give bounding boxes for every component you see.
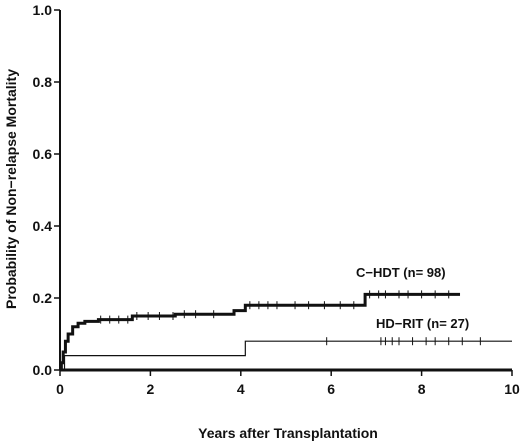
y-axis-ticks: 0.0 0.2 0.4 0.6 0.8 1.0 [33, 2, 60, 378]
x-tick-label: 6 [327, 381, 335, 397]
series-line-c-hdt [59, 292, 461, 372]
x-tick-label: 0 [56, 381, 64, 397]
series-label-c-hdt: C−HDT (n= 98) [356, 265, 446, 280]
x-tick-label: 4 [237, 381, 245, 397]
y-tick-label: 0.2 [33, 290, 53, 306]
x-tick-label: 8 [418, 381, 426, 397]
y-tick-label: 0.8 [33, 74, 53, 90]
x-axis-title: Years after Transplantation [198, 425, 378, 441]
y-axis-title: Probability of Non−relapse Mortality [3, 69, 19, 309]
series-line-hd-rit [60, 340, 512, 371]
y-tick-label: 0.0 [33, 362, 53, 378]
x-axis-ticks: 0 2 4 6 8 10 [56, 370, 520, 397]
x-tick-label: 2 [147, 381, 155, 397]
y-tick-label: 1.0 [33, 2, 53, 18]
series-label-hd-rit: HD−RIT (n= 27) [376, 316, 469, 331]
x-tick-label: 10 [504, 381, 520, 397]
series-group [59, 290, 512, 372]
axes [59, 10, 512, 372]
y-tick-label: 0.6 [33, 146, 53, 162]
y-tick-label: 0.4 [33, 218, 53, 234]
